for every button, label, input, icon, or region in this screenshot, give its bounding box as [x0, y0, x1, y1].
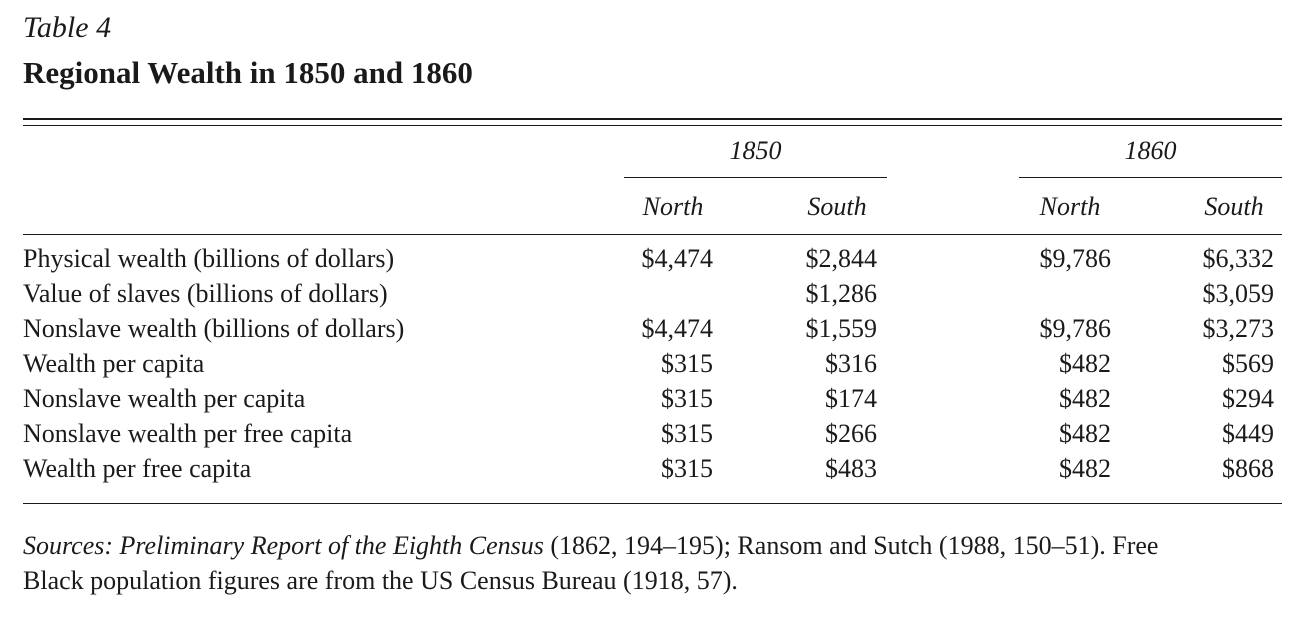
cell-1860-south: $449 — [1222, 419, 1274, 448]
cell-1860-north: $482 — [1059, 349, 1111, 378]
cell-1850-south: $1,559 — [805, 314, 878, 343]
row-label: Value of slaves (billions of dollars) — [23, 279, 388, 308]
sources-text-line2: Black population figures are from the US… — [23, 566, 738, 595]
cell-1860-south: $3,059 — [1202, 279, 1275, 308]
cell-1860-north: $482 — [1059, 384, 1111, 413]
cell-1850-south: $483 — [825, 454, 877, 483]
cell-1860-north: $9,786 — [1039, 314, 1112, 343]
row-label: Nonslave wealth per capita — [23, 384, 306, 413]
col-header-1850-south: South — [807, 192, 867, 221]
cell-1850-south: $316 — [825, 349, 877, 378]
cell-1850-south: $1,286 — [805, 279, 878, 308]
cell-1850-south: $2,844 — [805, 244, 878, 273]
row-label: Wealth per free capita — [23, 454, 252, 483]
year-group-1860-rule — [1019, 177, 1282, 178]
cell-1850-south: $266 — [825, 419, 877, 448]
col-header-1860-north: North — [1039, 192, 1101, 221]
row-label: Wealth per capita — [23, 349, 205, 378]
sources-text-line1: (1862, 194–195); Ransom and Sutch (1988,… — [543, 531, 1159, 560]
table-row: Nonslave wealth per capita $315 $174 $48… — [23, 384, 1282, 419]
table-row: Value of slaves (billions of dollars) $1… — [23, 279, 1282, 314]
cell-1860-south: $6,332 — [1202, 244, 1275, 273]
table-title: Regional Wealth in 1850 and 1860 — [23, 55, 473, 90]
row-label: Nonslave wealth per free capita — [23, 419, 353, 448]
row-label: Physical wealth (billions of dollars) — [23, 244, 395, 273]
cell-1850-north: $315 — [661, 349, 713, 378]
row-label: Nonslave wealth (billions of dollars) — [23, 314, 405, 343]
year-group-1860: 1860 — [1124, 136, 1177, 165]
cell-1860-north: $482 — [1059, 419, 1111, 448]
cell-1860-south: $569 — [1222, 349, 1274, 378]
col-header-1850-north: North — [642, 192, 704, 221]
col-header-1860-south: South — [1204, 192, 1264, 221]
table-row: Nonslave wealth per free capita $315 $26… — [23, 419, 1282, 454]
cell-1850-south: $174 — [825, 384, 877, 413]
year-group-1850: 1850 — [729, 136, 782, 165]
cell-1850-north: $315 — [661, 454, 713, 483]
table-row: Nonslave wealth (billions of dollars) $4… — [23, 314, 1282, 349]
cell-1860-south: $3,273 — [1202, 314, 1275, 343]
top-double-rule-lower — [23, 125, 1282, 126]
top-double-rule-upper — [23, 118, 1282, 120]
cell-1850-north: $315 — [661, 384, 713, 413]
cell-1860-north: $9,786 — [1039, 244, 1112, 273]
sources-prefix: Sources: Preliminary Report of the Eight… — [23, 531, 544, 560]
cell-1850-north: $4,474 — [641, 314, 714, 343]
cell-1850-north: $4,474 — [641, 244, 714, 273]
header-bottom-rule — [23, 234, 1282, 235]
cell-1860-south: $868 — [1222, 454, 1274, 483]
sources-note: Sources: Preliminary Report of the Eight… — [23, 528, 1288, 598]
table-row: Physical wealth (billions of dollars) $4… — [23, 244, 1282, 279]
table-row: Wealth per capita $315 $316 $482 $569 — [23, 349, 1282, 384]
cell-1850-north: $315 — [661, 419, 713, 448]
year-group-1850-rule — [624, 177, 887, 178]
table-bottom-rule — [23, 503, 1282, 504]
table-number: Table 4 — [23, 11, 112, 44]
table-row: Wealth per free capita $315 $483 $482 $8… — [23, 454, 1282, 489]
cell-1860-north: $482 — [1059, 454, 1111, 483]
cell-1860-south: $294 — [1222, 384, 1274, 413]
